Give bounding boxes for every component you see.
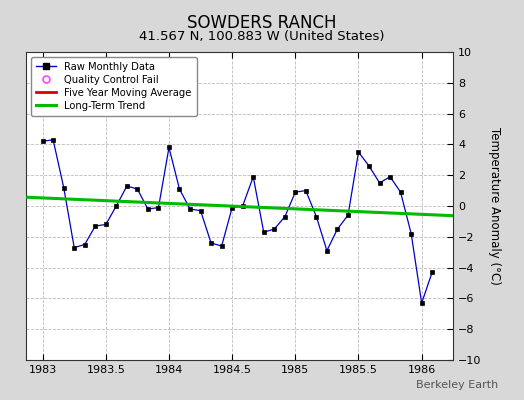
Legend: Raw Monthly Data, Quality Control Fail, Five Year Moving Average, Long-Term Tren: Raw Monthly Data, Quality Control Fail, … [31, 57, 196, 116]
Y-axis label: Temperature Anomaly (°C): Temperature Anomaly (°C) [488, 127, 501, 285]
Text: Berkeley Earth: Berkeley Earth [416, 380, 498, 390]
Text: 41.567 N, 100.883 W (United States): 41.567 N, 100.883 W (United States) [139, 30, 385, 43]
Text: SOWDERS RANCH: SOWDERS RANCH [187, 14, 337, 32]
